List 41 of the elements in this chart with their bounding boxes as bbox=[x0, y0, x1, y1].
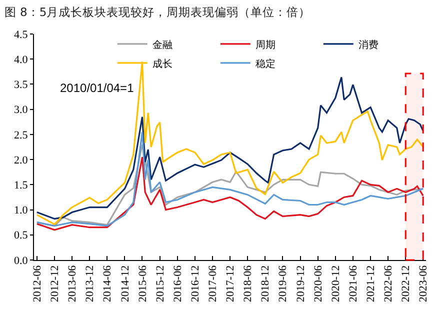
x-tick-label: 2023-06 bbox=[418, 264, 430, 302]
x-tick-label: 2016-06 bbox=[172, 264, 184, 302]
y-tick-label: 1.0 bbox=[14, 204, 28, 217]
chart-title: 图 8：5月成长板块表现较好，周期表现偏弱（单位：倍） bbox=[4, 5, 311, 20]
x-tick-label: 2012-06 bbox=[32, 264, 44, 302]
x-tick-label: 2015-12 bbox=[154, 265, 166, 302]
x-tick-label: 2013-12 bbox=[84, 265, 96, 302]
legend-label: 周期 bbox=[255, 38, 276, 51]
x-tick-label: 2017-12 bbox=[224, 265, 237, 302]
y-tick-label: 0.0 bbox=[14, 254, 28, 267]
legend-label: 稳定 bbox=[255, 58, 276, 70]
x-tick-label: 2022-06 bbox=[382, 264, 395, 302]
legend-label: 消费 bbox=[358, 38, 378, 51]
x-tick-label: 2019-12 bbox=[294, 265, 307, 302]
x-tick-label: 2020-12 bbox=[330, 265, 342, 302]
x-tick-label: 2021-12 bbox=[365, 265, 378, 302]
x-tick-label: 2022-12 bbox=[400, 265, 412, 302]
y-tick-label: 4.0 bbox=[14, 54, 28, 66]
y-tick-label: 2.0 bbox=[14, 154, 28, 166]
x-tick-label: 2016-12 bbox=[190, 265, 202, 302]
x-tick-label: 2018-06 bbox=[242, 264, 254, 302]
y-tick-label: 1.5 bbox=[14, 180, 28, 192]
x-tick-label: 2014-12 bbox=[119, 265, 132, 302]
y-tick-label: 2.5 bbox=[14, 129, 28, 142]
x-tick-label: 2018-12 bbox=[260, 265, 272, 302]
x-tick-label: 2013-06 bbox=[66, 264, 79, 302]
x-tick-label: 2014-06 bbox=[102, 264, 114, 302]
x-tick-label: 2017-06 bbox=[207, 264, 220, 302]
x-tick-label: 2021-06 bbox=[348, 264, 360, 302]
line-series bbox=[36, 156, 424, 231]
x-tick-label: 2019-06 bbox=[277, 264, 290, 302]
x-tick-label: 2020-06 bbox=[312, 264, 324, 302]
y-tick-label: 0.5 bbox=[14, 230, 28, 242]
x-tick-label: 2012-12 bbox=[49, 265, 62, 302]
legend-label: 成长 bbox=[152, 58, 172, 70]
annotation: 2010/01/04=1 bbox=[60, 81, 134, 95]
x-tick-label: 2015-06 bbox=[136, 264, 149, 302]
y-tick-label: 3.5 bbox=[14, 79, 28, 92]
legend-label: 金融 bbox=[152, 38, 172, 51]
y-tick-label: 3.0 bbox=[14, 104, 28, 116]
y-tick-label: 4.5 bbox=[14, 28, 28, 41]
